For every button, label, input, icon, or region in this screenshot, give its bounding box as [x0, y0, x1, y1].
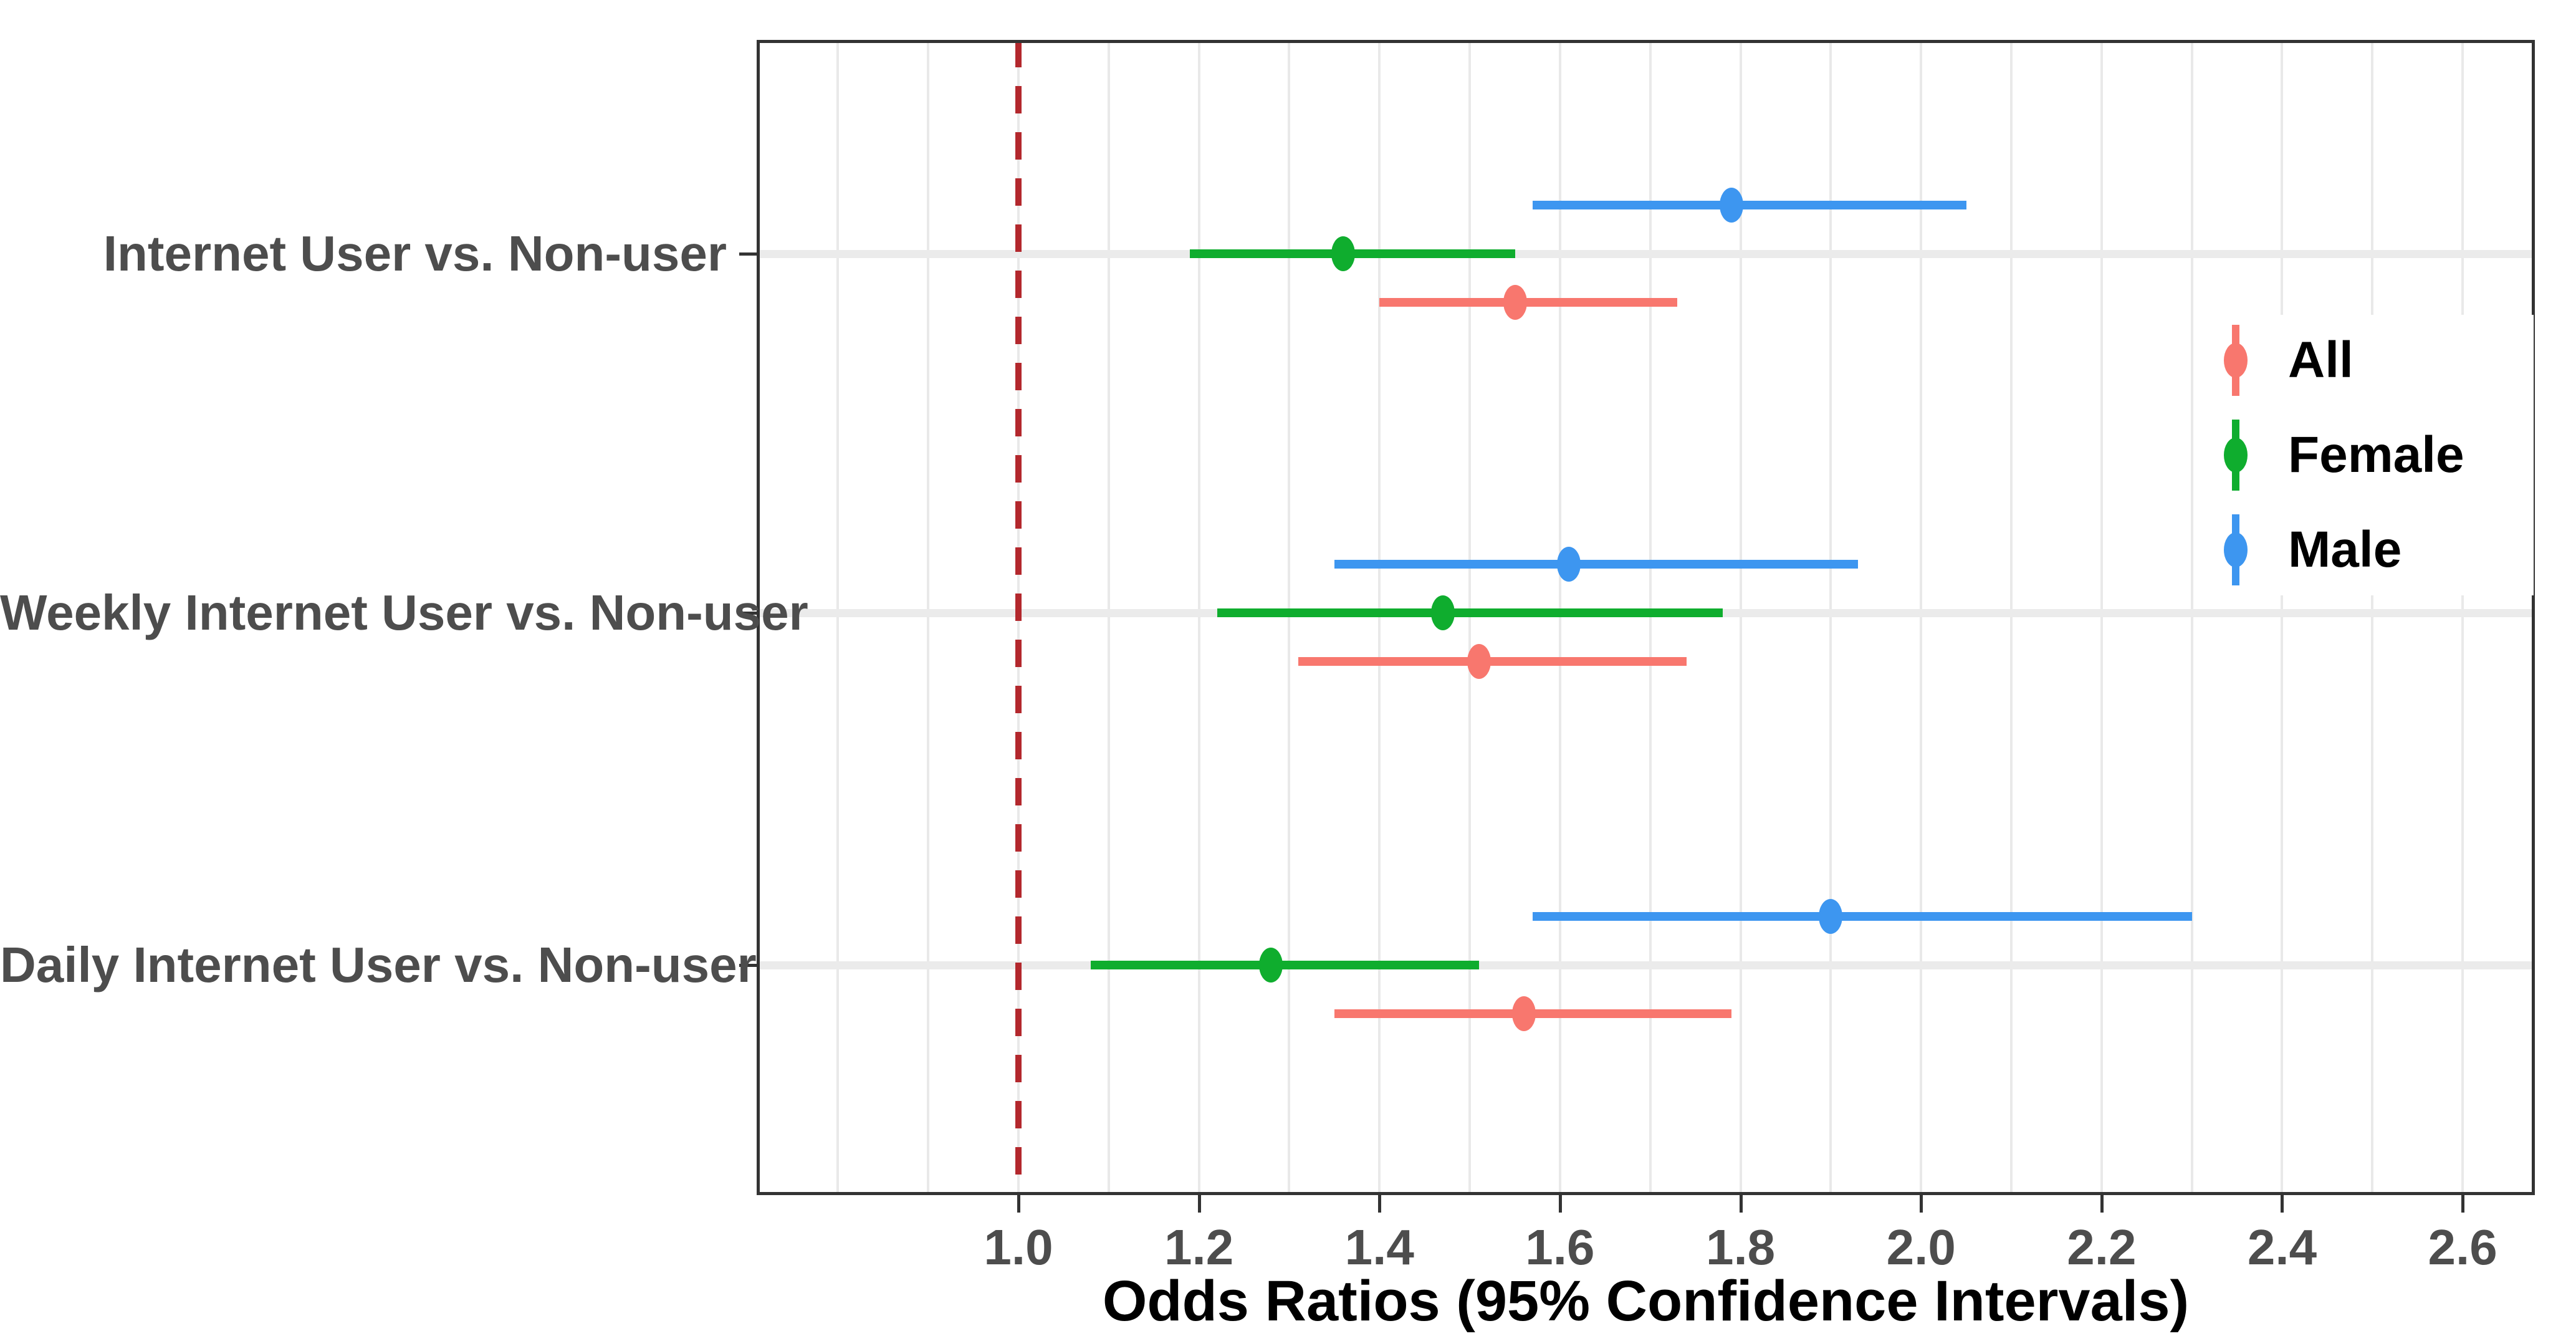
gridline-x-1.2 [1197, 40, 1200, 1195]
gridline-x-1.5 [1468, 40, 1472, 1195]
gridline-x-1.6 [1558, 40, 1561, 1195]
y-category-label-0: Internet User vs. Non-user [103, 226, 727, 281]
gridline-x-0.9 [927, 40, 930, 1195]
confidence-interval-male-0 [1533, 201, 1966, 209]
gridline-x-2.4 [2281, 40, 2284, 1195]
y-tick-0 [739, 252, 757, 256]
gridline-x-1.1 [1107, 40, 1110, 1195]
x-axis-title: Odds Ratios (95% Confidence Intervals) [1102, 1269, 2190, 1333]
x-tick-1.2 [1197, 1195, 1201, 1213]
gridline-x-2.1 [2010, 40, 2013, 1195]
point-estimate-female-0 [1331, 236, 1356, 271]
x-tick-1.4 [1378, 1195, 1382, 1213]
y-category-label-1: Weekly Internet User vs. Non-user [0, 585, 808, 640]
confidence-interval-female-2 [1090, 961, 1479, 969]
gridline-x-1.3 [1288, 40, 1291, 1195]
x-tick-1.8 [1739, 1195, 1743, 1213]
point-estimate-all-2 [1511, 996, 1536, 1031]
gridline-x-1.7 [1649, 40, 1652, 1195]
reference-line-or-1 [1015, 40, 1022, 1195]
legend: All Female Male [2210, 315, 2534, 595]
gridline-x-1.9 [1829, 40, 1832, 1195]
legend-key-dot-male [2224, 532, 2248, 567]
legend-label-all: All [2288, 332, 2353, 388]
y-category-label-2: Daily Internet User vs. Non-user [0, 937, 757, 992]
point-estimate-all-1 [1467, 644, 1491, 679]
legend-item-male: Male [2210, 504, 2534, 595]
x-tick-label-1.8: 1.8 [1705, 1219, 1776, 1275]
legend-item-all: All [2210, 315, 2534, 406]
confidence-interval-female-1 [1217, 608, 1723, 617]
legend-label-female: Female [2288, 426, 2464, 483]
gridline-x-1.8 [1739, 40, 1742, 1195]
point-estimate-male-1 [1557, 547, 1581, 582]
x-tick-label-2.4: 2.4 [2247, 1219, 2317, 1275]
x-tick-label-1.4: 1.4 [1344, 1219, 1414, 1275]
legend-label-male: Male [2288, 521, 2402, 578]
x-tick-label-1.6: 1.6 [1525, 1219, 1595, 1275]
x-tick-2.4 [2281, 1195, 2284, 1213]
confidence-interval-all-1 [1298, 657, 1687, 666]
gridline-x-2.3 [2190, 40, 2193, 1195]
gridline-x-2.0 [1920, 40, 1923, 1195]
gridline-x-2.2 [2100, 40, 2103, 1195]
legend-key-dot-all [2224, 343, 2248, 378]
confidence-interval-male-2 [1533, 912, 2192, 921]
y-tick-2 [739, 964, 757, 967]
gridline-x-1.4 [1378, 40, 1381, 1195]
x-tick-label-2.6: 2.6 [2428, 1219, 2497, 1275]
y-tick-1 [739, 612, 757, 615]
x-tick-label-1.0: 1.0 [984, 1219, 1053, 1275]
pointrange-icon-male [2210, 504, 2262, 595]
pointrange-icon-all [2210, 315, 2262, 406]
point-estimate-female-1 [1430, 595, 1455, 630]
confidence-interval-male-1 [1334, 560, 1858, 569]
x-tick-label-2.2: 2.2 [2067, 1219, 2137, 1275]
x-tick-label-1.2: 1.2 [1164, 1219, 1234, 1275]
point-estimate-male-2 [1819, 899, 1843, 934]
pointrange-icon-female [2210, 410, 2262, 501]
x-tick-1.0 [1017, 1195, 1020, 1213]
plot-panel [757, 40, 2535, 1195]
x-tick-1.6 [1558, 1195, 1562, 1213]
legend-key-dot-female [2224, 438, 2248, 473]
x-tick-2.2 [2100, 1195, 2104, 1213]
point-estimate-all-0 [1503, 285, 1527, 320]
gridline-x-2.6 [2461, 40, 2464, 1195]
x-tick-2.0 [1920, 1195, 1923, 1213]
legend-item-female: Female [2210, 410, 2534, 501]
x-tick-2.6 [2461, 1195, 2465, 1213]
x-tick-label-2.0: 2.0 [1886, 1219, 1956, 1275]
confidence-interval-all-0 [1379, 298, 1678, 307]
gridline-x-2.5 [2371, 40, 2374, 1195]
point-estimate-female-2 [1259, 948, 1283, 983]
gridline-x-0.8 [836, 40, 840, 1195]
point-estimate-male-0 [1720, 188, 1744, 223]
